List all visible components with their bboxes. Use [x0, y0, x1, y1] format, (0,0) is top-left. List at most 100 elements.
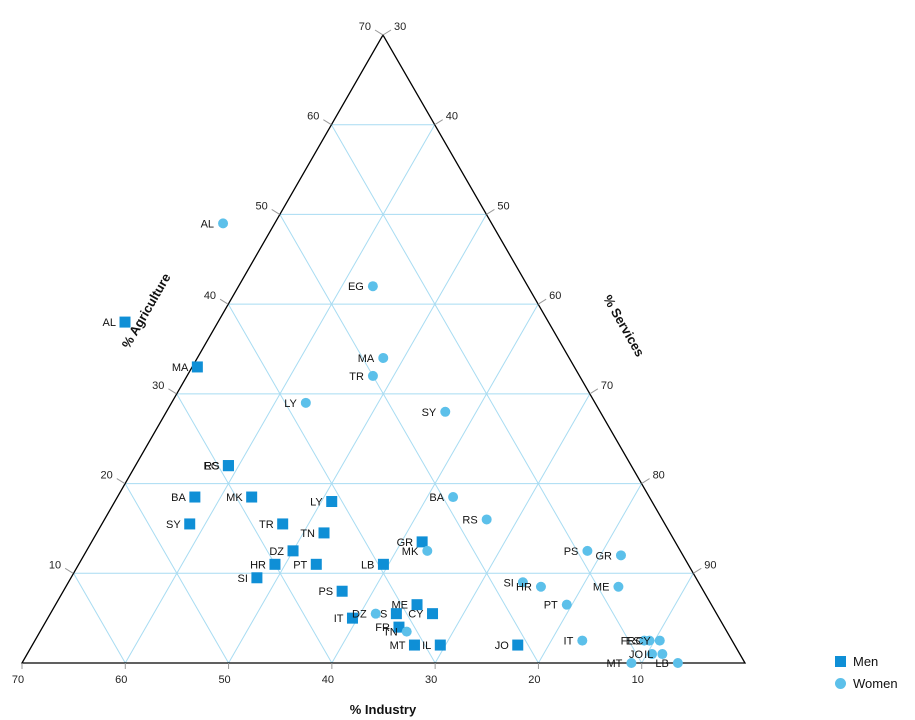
tick-label-industry: 70: [12, 674, 24, 686]
tick-mark: [537, 298, 547, 305]
men-point-es: [390, 608, 402, 620]
women-label-mk: MK: [402, 546, 419, 558]
tick-mark: [168, 388, 177, 395]
tick-mark: [589, 388, 599, 395]
men-point-ps: [336, 585, 348, 597]
men-label-jo: JO: [495, 640, 510, 652]
men-point-ba: [189, 491, 201, 503]
gridline-services: [331, 303, 539, 664]
tick-label-agriculture: 50: [255, 200, 267, 212]
women-point-ly: [300, 397, 311, 408]
women-label-cy: CY: [635, 636, 651, 648]
men-label-fr: FR: [375, 622, 390, 634]
men-label-tr: TR: [259, 519, 274, 531]
gridline-industry: [279, 214, 539, 664]
tick-mark: [64, 567, 74, 574]
women-label-me: ME: [593, 582, 610, 594]
men-point-tn: [318, 527, 330, 539]
women-label-sy: SY: [422, 407, 437, 419]
women-label-ba: BA: [429, 492, 444, 504]
men-label-mt: MT: [390, 640, 406, 652]
women-label-pt: PT: [544, 600, 558, 612]
men-point-it: [346, 612, 358, 624]
legend-swatch-women: [835, 677, 846, 689]
men-point-hr: [269, 558, 281, 570]
women-label-il: IL: [644, 649, 653, 661]
men-label-ma: MA: [172, 362, 189, 374]
women-point-eg: [367, 281, 378, 292]
men-label-gr: GR: [397, 537, 414, 549]
men-label-lb: LB: [361, 559, 374, 571]
tick-mark: [271, 209, 280, 215]
men-point-mk: [246, 491, 258, 503]
men-label-hr: HR: [250, 559, 266, 571]
men-point-me: [411, 599, 423, 611]
men-point-al: [119, 316, 131, 328]
tick-label-agriculture: 10: [49, 559, 61, 571]
tick-label-industry: 30: [425, 674, 437, 686]
axis-title-agriculture: % Agriculture: [119, 271, 174, 351]
tick-label-agriculture: 60: [307, 111, 319, 123]
men-label-ps: PS: [318, 586, 333, 598]
women-label-it: IT: [564, 636, 574, 648]
gridline-industry: [73, 573, 126, 664]
tick-mark: [219, 298, 229, 305]
women-point-si: [517, 577, 528, 588]
men-point-ly: [326, 496, 338, 508]
men-point-sy: [184, 518, 196, 530]
gridline-services: [434, 393, 591, 664]
women-label-gr: GR: [595, 550, 612, 562]
tick-label-industry: 50: [218, 674, 230, 686]
women-label-jo: JO: [629, 649, 644, 661]
women-point-al: [218, 218, 229, 229]
data-points: ALMAEGRSBAMKSYTRTNLYGRDZHRPTLBSIPSMEESCY…: [103, 218, 683, 670]
men-label-cy: CY: [408, 609, 424, 621]
men-point-cy: [427, 608, 439, 620]
women-point-ba: [448, 492, 459, 503]
tick-label-services: 80: [653, 470, 665, 482]
legend-item-men: Men: [835, 650, 898, 672]
gridline-services: [641, 573, 694, 664]
women-label-hr: HR: [516, 582, 532, 594]
tick-mark: [434, 119, 443, 126]
legend-label-women: Women: [853, 675, 898, 691]
men-point-fr: [393, 621, 405, 633]
men-point-mt: [408, 639, 420, 651]
tick-label-industry: 40: [322, 674, 334, 686]
women-point-ma: [378, 352, 389, 363]
tick-label-services: 30: [394, 21, 406, 33]
tick-label-services: 50: [497, 200, 509, 212]
men-label-sy: SY: [166, 519, 181, 531]
tick-mark: [486, 209, 495, 215]
women-point-gr: [615, 550, 626, 561]
women-point-cy: [654, 635, 665, 646]
women-point-pt: [561, 599, 572, 610]
men-point-pt: [310, 558, 322, 570]
women-point-me: [613, 581, 624, 592]
women-point-rs: [481, 514, 492, 525]
tick-label-agriculture: 70: [359, 21, 371, 33]
women-label-si: SI: [503, 577, 513, 589]
men-point-tr: [277, 518, 289, 530]
tick-mark: [693, 567, 702, 574]
women-label-al: AL: [201, 218, 214, 230]
tick-label-agriculture: 40: [204, 290, 216, 302]
tick-label-services: 90: [704, 559, 716, 571]
women-label-eg: EG: [348, 281, 364, 293]
tick-mark: [382, 29, 392, 36]
women-point-jo: [647, 649, 658, 660]
women-point-dz: [370, 608, 381, 619]
men-label-eg: EG: [204, 461, 220, 473]
tick-label-services: 40: [446, 111, 458, 123]
women-label-ma: MA: [358, 353, 375, 365]
women-point-mk: [422, 545, 433, 556]
women-label-rs: RS: [462, 514, 477, 526]
men-label-si: SI: [238, 573, 248, 585]
men-point-ma: [191, 361, 203, 373]
women-point-il: [657, 649, 668, 660]
women-label-ly: LY: [284, 398, 297, 410]
legend: Men Women: [835, 650, 898, 694]
men-point-jo: [512, 639, 524, 651]
men-point-dz: [287, 545, 299, 557]
